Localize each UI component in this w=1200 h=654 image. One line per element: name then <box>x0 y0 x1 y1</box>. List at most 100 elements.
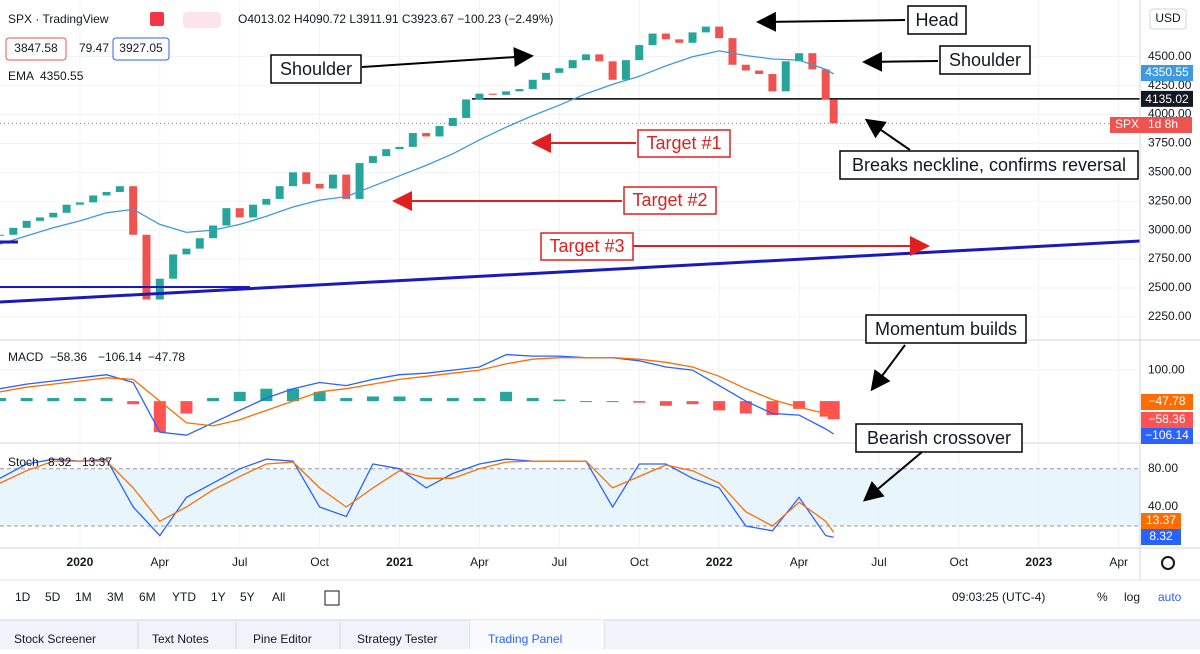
compare-icon[interactable] <box>324 590 340 606</box>
histogram-bar <box>100 398 113 402</box>
candle <box>368 156 377 164</box>
histogram-bar <box>713 401 726 411</box>
candle <box>9 227 18 235</box>
candle <box>528 79 537 90</box>
candle <box>355 163 364 199</box>
tab[interactable]: Text Notes <box>152 632 209 646</box>
annotation-text: Head <box>915 10 958 30</box>
candle <box>328 174 337 189</box>
x-tick-label: Jul <box>232 555 247 569</box>
histogram-bar <box>127 401 140 405</box>
annotation-text: Bearish crossover <box>867 428 1011 448</box>
histogram-bar <box>827 401 840 420</box>
interval-button[interactable]: 6M <box>139 590 156 604</box>
interval-button[interactable]: 1Y <box>211 590 226 604</box>
candle <box>462 99 471 118</box>
x-tick-label: Oct <box>310 555 329 569</box>
histogram-bar <box>686 401 699 405</box>
histogram-bar <box>606 401 619 403</box>
currency[interactable]: USD <box>1155 11 1181 25</box>
x-tick-label: Apr <box>150 555 169 569</box>
interval-button[interactable]: 1M <box>75 590 92 604</box>
candle <box>808 53 817 70</box>
candle <box>342 174 351 199</box>
axis: 2020 Apr Jul Oct 2021 Apr Jul Oct 2022 Apr Jul Oct 2… <box>67 49 1192 569</box>
y-tick-label: 2250.00 <box>1148 309 1192 323</box>
signal-tag <box>1141 394 1193 410</box>
candle <box>115 186 124 192</box>
candle <box>142 234 151 300</box>
candle <box>155 278 164 300</box>
candle <box>781 61 790 92</box>
candle <box>102 191 111 196</box>
last-tag <box>1110 117 1192 133</box>
candle <box>741 64 750 71</box>
candle <box>195 238 204 249</box>
target-annotation: Target #1 Target #2 Target #3 <box>392 129 930 261</box>
x-tick-label: 2022 <box>706 555 733 569</box>
annotation-text: Breaks neckline, confirms reversal <box>852 155 1126 175</box>
candle <box>568 60 577 69</box>
ema-value: 4350.55 <box>40 69 84 83</box>
y-tick-label: 40.00 <box>1148 499 1178 513</box>
tab[interactable]: Pine Editor <box>253 632 312 646</box>
plot <box>0 26 1140 538</box>
candle <box>595 54 604 62</box>
settings-icon[interactable] <box>1161 556 1175 570</box>
candle <box>302 172 311 184</box>
candle <box>0 234 4 236</box>
candle <box>169 254 178 279</box>
interval-button[interactable]: YTD <box>172 590 196 604</box>
tab[interactable]: Strategy Tester <box>357 632 437 646</box>
histogram-bar <box>739 401 752 414</box>
histogram-bar <box>47 398 60 402</box>
bid-box[interactable] <box>5 37 67 61</box>
candle <box>262 198 271 205</box>
candle <box>235 208 244 218</box>
candle <box>49 212 58 218</box>
x-tick-label: 2023 <box>1025 555 1052 569</box>
candle <box>475 93 484 100</box>
scale-button[interactable]: auto <box>1158 590 1182 604</box>
histogram-bar <box>579 401 592 403</box>
macd-hist-value: −58.36 <box>50 350 87 364</box>
candle <box>209 225 218 239</box>
stoch-k-value: 8.32 <box>48 455 72 469</box>
histogram-bar <box>526 398 539 402</box>
bid[interactable]: 3847.58 <box>14 41 58 55</box>
k-tag-label: 8.32 <box>1149 529 1173 543</box>
tab[interactable]: Stock Screener <box>14 632 96 646</box>
currency-box[interactable] <box>1149 8 1187 30</box>
ask-box[interactable] <box>112 37 170 61</box>
histogram-bar <box>233 391 246 402</box>
toolbar: 1D 5D 1M 3M 6M YTD 1Y 5Y All 09:03:25 (UTC-4)% log… <box>15 590 1182 606</box>
candle <box>715 26 724 39</box>
histogram-bar <box>207 398 220 402</box>
annotation-text: Target #2 <box>632 190 707 210</box>
annotation-text: Target #3 <box>549 236 624 256</box>
candle <box>129 186 138 235</box>
ask[interactable]: 3927.05 <box>119 41 163 55</box>
tabs: Stock Screener Text Notes Pine Editor Strat… <box>14 620 605 649</box>
interval-button[interactable]: All <box>272 590 285 604</box>
y-tick-label: 3000.00 <box>1148 222 1192 236</box>
histogram-bar <box>313 391 326 402</box>
candle <box>395 146 404 150</box>
histogram-bar <box>500 391 513 402</box>
candle <box>701 26 710 33</box>
y-tick-label: 2500.00 <box>1148 280 1192 294</box>
histogram-bar <box>180 401 193 414</box>
interval-button[interactable]: 5Y <box>240 590 255 604</box>
scale-button[interactable]: log <box>1124 590 1140 604</box>
y-tick-label: 4500.00 <box>1148 49 1192 63</box>
interval-button[interactable]: 5D <box>45 590 61 604</box>
interval-button[interactable]: 3M <box>107 590 124 604</box>
tab[interactable]: Trading Panel <box>488 632 562 646</box>
candle <box>502 91 511 95</box>
stoch-k-line <box>0 458 834 538</box>
candle <box>688 32 697 43</box>
interval-button[interactable]: 1D <box>15 590 31 604</box>
scale-button[interactable]: % <box>1097 590 1108 604</box>
histogram-bar <box>73 398 86 402</box>
signal-value: −47.78 <box>148 350 185 364</box>
